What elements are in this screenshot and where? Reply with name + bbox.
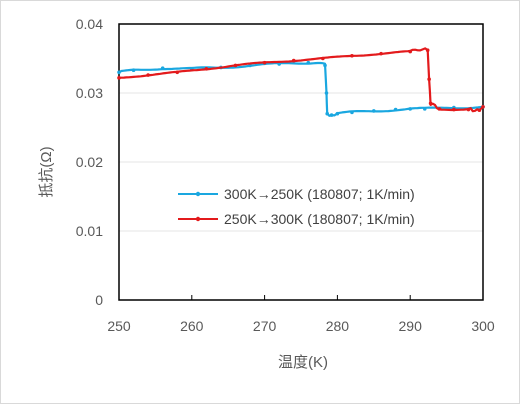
y-tick-label: 0.03 [76, 85, 103, 101]
data-point [325, 111, 330, 116]
data-point [393, 107, 398, 112]
x-tick-label: 260 [180, 318, 204, 334]
data-point [425, 48, 430, 53]
y-tick-label: 0.02 [76, 154, 103, 170]
x-axis-title: 温度(K) [278, 354, 328, 371]
data-point [428, 101, 433, 106]
series-lines [117, 47, 485, 117]
data-point [372, 109, 376, 113]
data-point [408, 49, 413, 54]
x-axis-ticks: 250 260 270 280 290 300 [107, 295, 495, 334]
y-axis-title: 抵抗(Ω) [38, 146, 55, 197]
data-point [466, 107, 471, 112]
data-point [437, 107, 442, 111]
y-tick-label: 0.04 [76, 16, 103, 32]
data-point [306, 60, 311, 65]
series-line-0 [118, 61, 484, 117]
data-point [350, 53, 354, 58]
y-tick-label: 0.01 [76, 223, 103, 239]
legend-label-cooling: 300K→250K (180807; 1K/min) [224, 186, 415, 202]
legend-marker-cooling [195, 191, 201, 197]
x-tick-label: 250 [107, 318, 131, 334]
data-point [379, 51, 383, 56]
y-tick-label: 0 [95, 292, 103, 308]
data-point [131, 68, 136, 73]
data-point [117, 70, 121, 75]
data-point [160, 66, 165, 70]
data-point [477, 108, 482, 113]
legend: 300K→250K (180807; 1K/min) 250K→300K (18… [178, 186, 415, 227]
data-point [335, 111, 340, 116]
data-point [427, 77, 431, 81]
data-point [175, 70, 180, 75]
x-tick-label: 270 [253, 318, 277, 334]
data-point [233, 63, 238, 68]
data-point [262, 60, 267, 65]
y-axis-ticks: 0 0.01 0.02 0.03 0.04 [76, 16, 103, 308]
data-point [277, 62, 281, 66]
data-point [146, 73, 150, 77]
data-point [452, 107, 456, 112]
data-point [408, 107, 413, 111]
plot-area-border [118, 23, 484, 301]
x-tick-label: 280 [326, 318, 350, 334]
data-point [323, 63, 327, 68]
legend-marker-heating [195, 216, 201, 222]
data-point [321, 56, 325, 61]
data-point [204, 67, 209, 71]
legend-label-heating: 250K→300K (180807; 1K/min) [224, 211, 415, 227]
grid [119, 92, 483, 232]
data-point [291, 58, 296, 63]
data-point [350, 110, 354, 115]
data-point [481, 105, 485, 109]
data-point [329, 113, 334, 117]
x-tick-label: 290 [399, 318, 423, 334]
data-point [324, 91, 329, 95]
data-point [117, 76, 121, 80]
x-tick-label: 300 [471, 318, 495, 334]
series-line-1 [118, 47, 484, 113]
data-point [422, 107, 427, 111]
